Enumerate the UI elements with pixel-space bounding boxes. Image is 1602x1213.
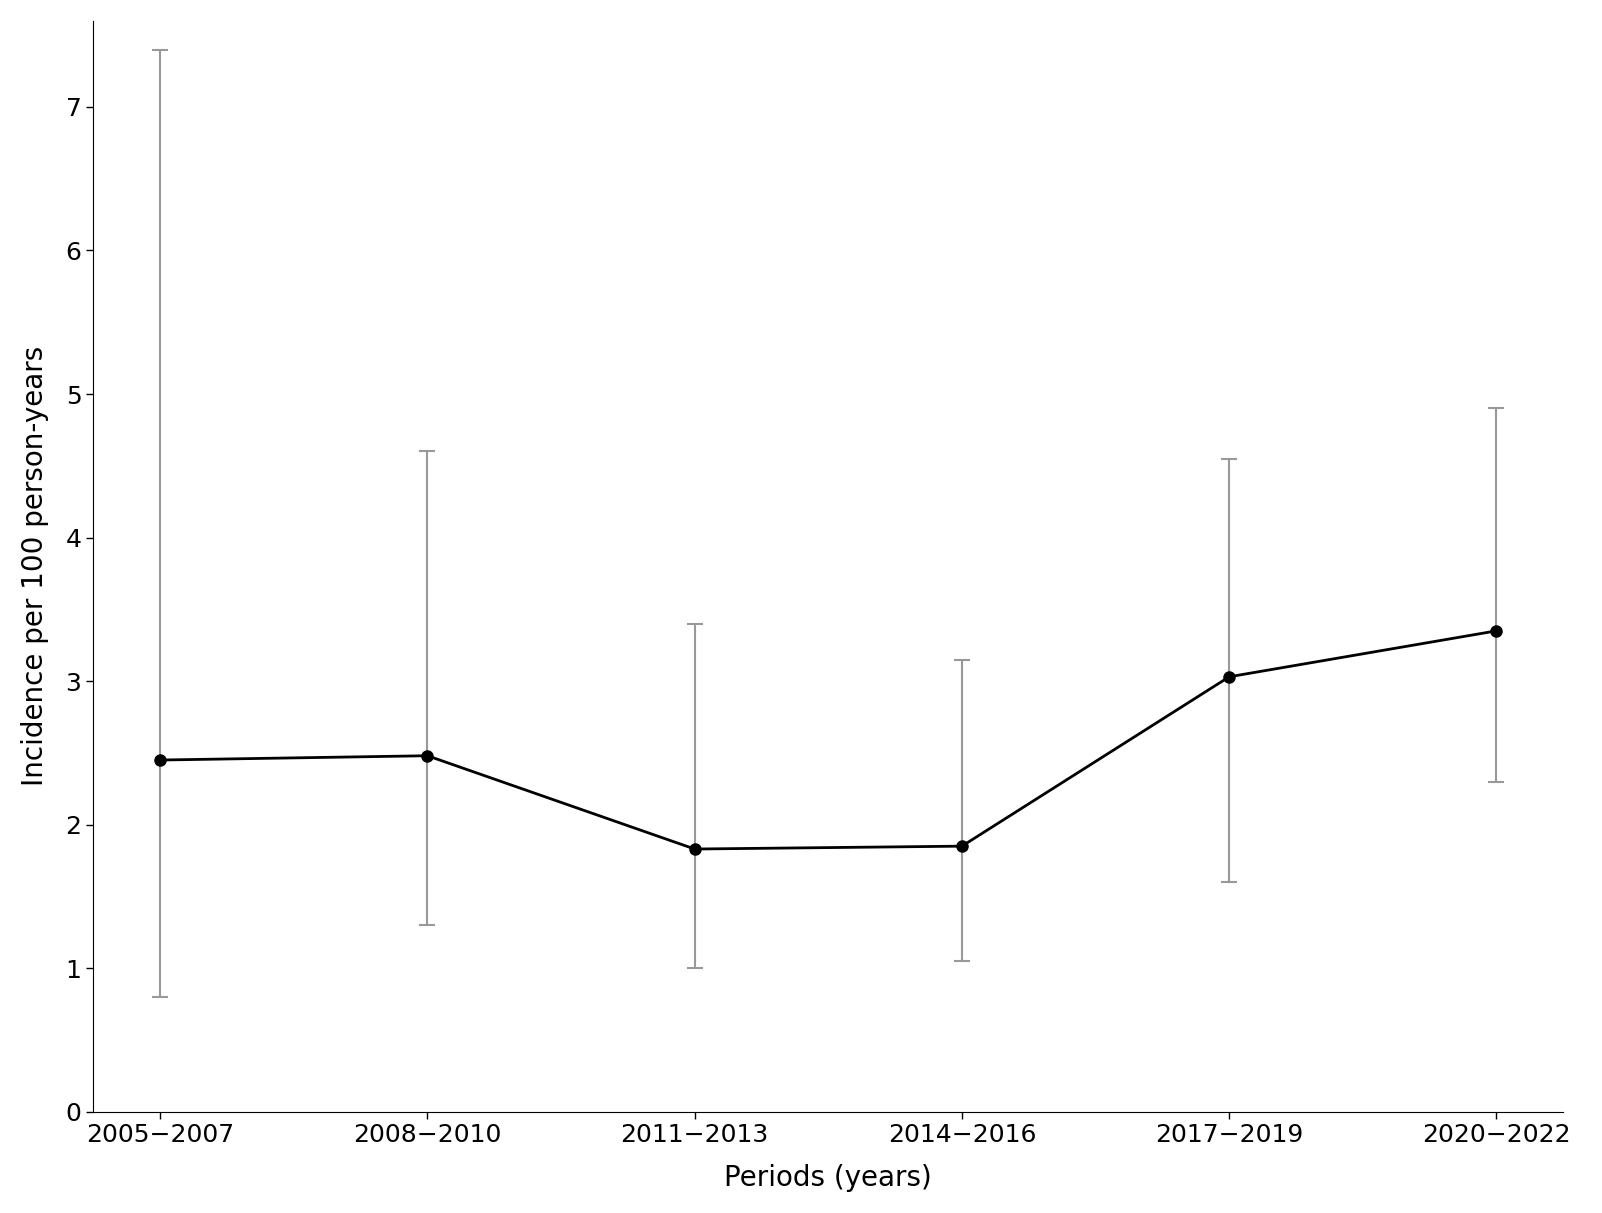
X-axis label: Periods (years): Periods (years): [724, 1164, 932, 1192]
Y-axis label: Incidence per 100 person-years: Incidence per 100 person-years: [21, 346, 48, 786]
